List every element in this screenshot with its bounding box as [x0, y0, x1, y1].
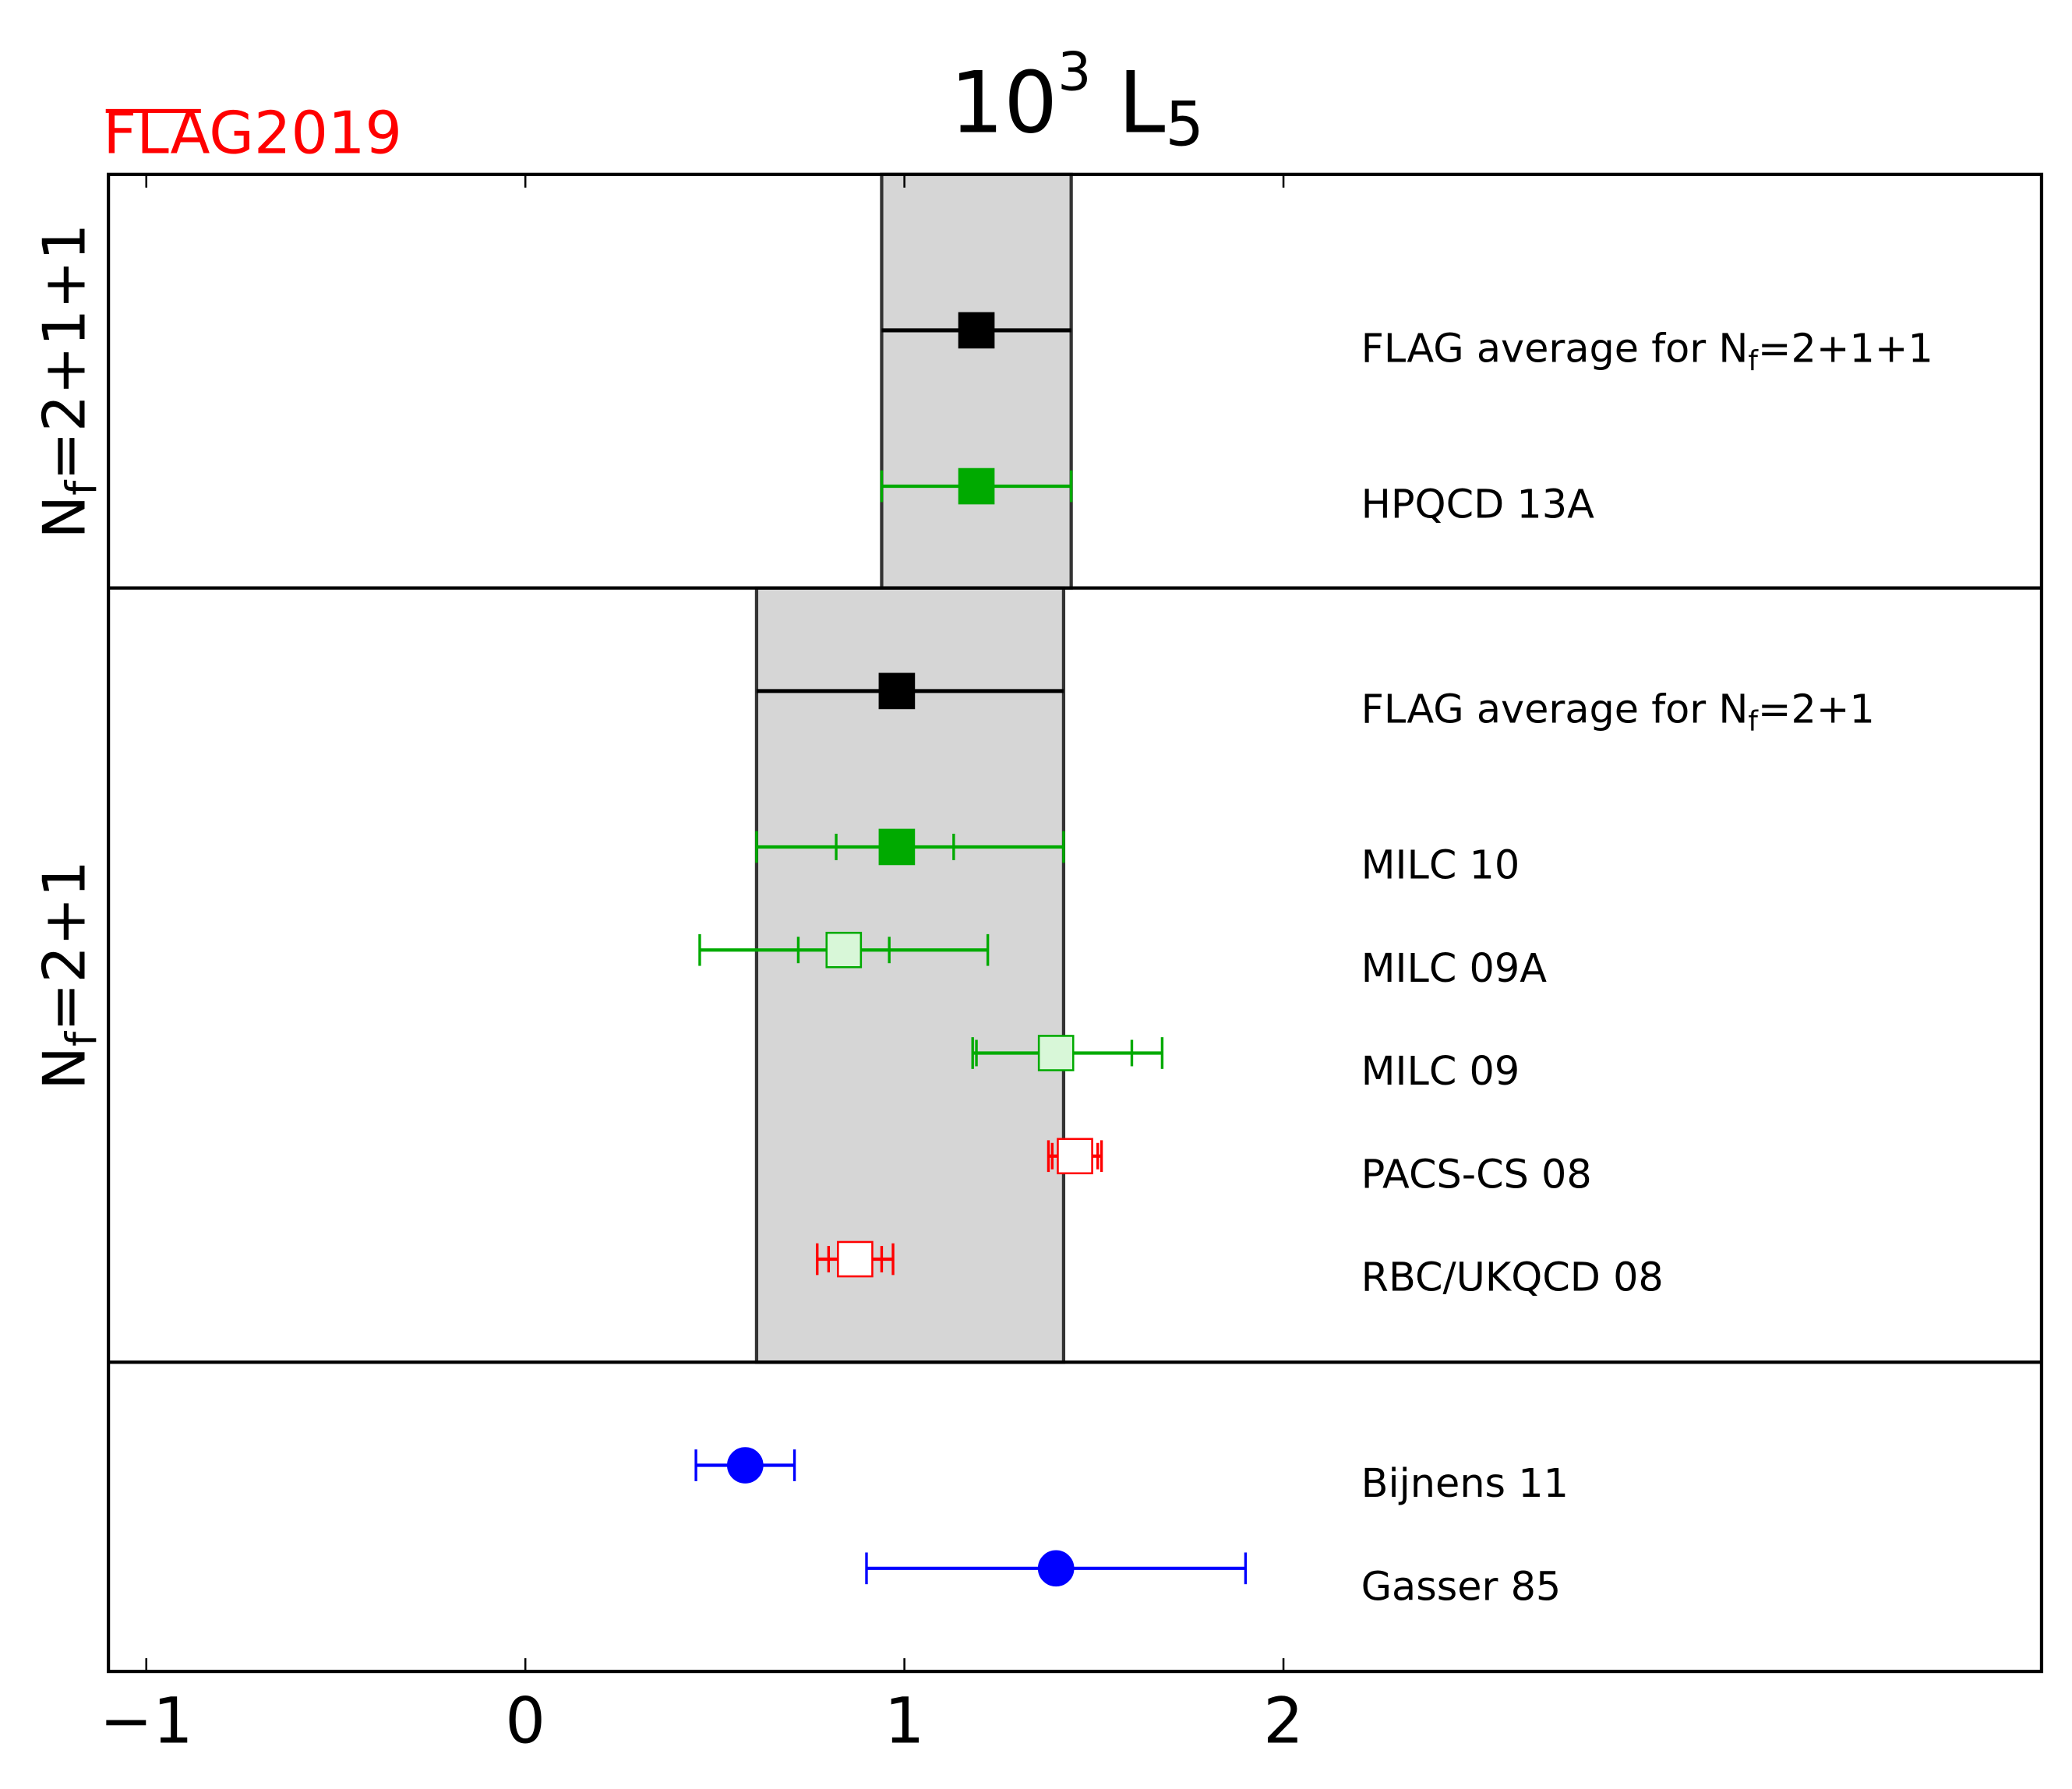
entry-label-sub: f [1748, 345, 1759, 377]
entry-label-main: MILC 09 [1361, 1048, 1520, 1094]
entry-label-main: PACS-CS 08 [1361, 1151, 1592, 1197]
x-tick-label: −1 [100, 1685, 193, 1759]
entry-label-main: HPQCD 13A [1361, 482, 1595, 528]
average-band [880, 172, 1073, 590]
x-tick-label: 2 [1263, 1685, 1304, 1759]
x-tick-label: 0 [505, 1685, 545, 1759]
marker [825, 931, 863, 969]
entry-label-main: RBC/UKQCD 08 [1361, 1254, 1664, 1300]
marker [727, 1447, 764, 1484]
marker [958, 468, 995, 505]
marker [878, 828, 916, 866]
entry-label: HPQCD 13A [1361, 482, 1595, 528]
title-main: L [1091, 54, 1165, 153]
entry-label: RBC/UKQCD 08 [1361, 1254, 1664, 1300]
x-tick-label: 1 [884, 1685, 925, 1759]
entry-label-tail: =2+1+1 [1758, 326, 1933, 372]
group-label-tail: =2+1+1 [31, 224, 99, 481]
entry-label: FLAG average for Nf=2+1 [1361, 686, 1875, 738]
entry-label: MILC 10 [1361, 842, 1520, 888]
chart-title: 103 L5 [950, 41, 1204, 160]
marker [837, 1240, 874, 1278]
marker [1057, 1138, 1093, 1175]
logo: FLAG2019 [103, 100, 402, 168]
average-band [754, 586, 1066, 1364]
group-label: Nf=2+1 [31, 860, 107, 1090]
entry-label: MILC 09A [1361, 945, 1548, 991]
marker [958, 312, 995, 349]
entry-label-main: Bijnens 11 [1361, 1460, 1569, 1506]
title-base: 10 [950, 54, 1057, 153]
entry-label: PACS-CS 08 [1361, 1151, 1592, 1197]
group-label: Nf=2+1+1 [31, 224, 107, 539]
group-label-tail: =2+1 [31, 860, 99, 1032]
marker [1037, 1035, 1075, 1071]
entry-label-main: MILC 09A [1361, 945, 1548, 991]
entry-label-sub: f [1748, 706, 1759, 738]
entry-label: Bijnens 11 [1361, 1460, 1569, 1506]
group-label-sub: f [58, 479, 107, 496]
marker [878, 672, 916, 710]
plot-frame [106, 172, 2044, 1674]
marker [1037, 1550, 1075, 1587]
entry-label: FLAG average for Nf=2+1+1 [1361, 326, 1933, 377]
title-sub: 5 [1165, 90, 1204, 161]
entry-label-main: Gasser 85 [1361, 1564, 1562, 1610]
entry-label-main: FLAG average for N [1361, 686, 1749, 732]
entry-label-main: MILC 10 [1361, 842, 1520, 888]
group-label-sub: f [58, 1030, 107, 1046]
group-label-main: N [31, 496, 99, 539]
title-sup: 3 [1057, 41, 1091, 102]
entry-label: Gasser 85 [1361, 1564, 1562, 1610]
entry-label-main: FLAG average for N [1361, 326, 1749, 372]
entry-label: MILC 09 [1361, 1048, 1520, 1094]
entry-label-tail: =2+1 [1758, 686, 1875, 732]
group-label-main: N [31, 1046, 99, 1090]
